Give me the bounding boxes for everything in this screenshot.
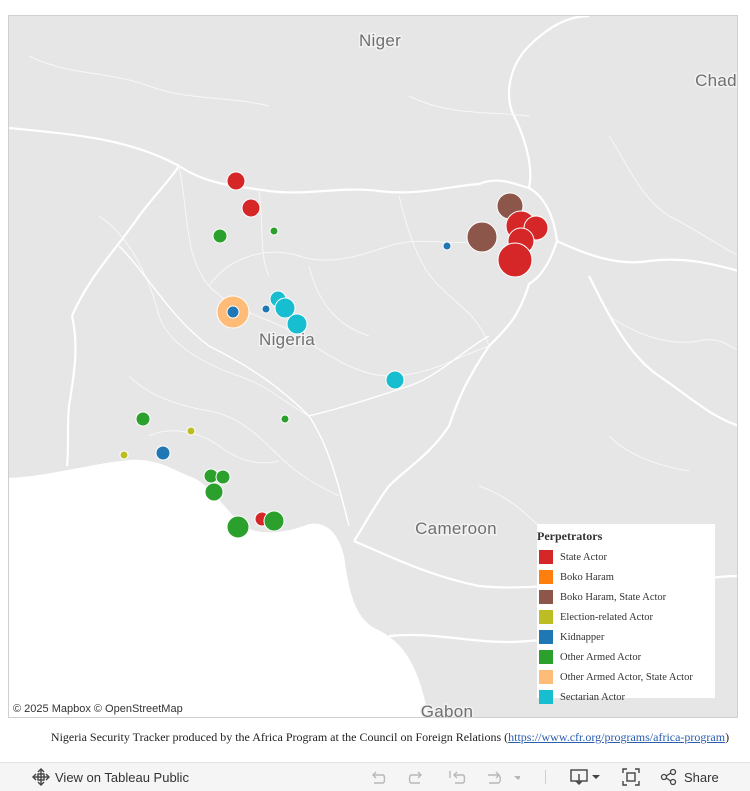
incident-marker[interactable] [155, 445, 171, 461]
caption-text: Nigeria Security Tracker produced by the… [50, 730, 509, 744]
incident-marker[interactable] [226, 305, 240, 319]
incident-marker[interactable] [280, 414, 290, 424]
incident-marker[interactable] [241, 198, 261, 218]
incident-marker[interactable] [286, 313, 308, 335]
incident-marker[interactable] [135, 411, 151, 427]
revert-button[interactable] [448, 767, 466, 787]
legend-item[interactable]: Election-related Actor [537, 607, 715, 627]
incident-marker[interactable] [204, 482, 224, 502]
download-button[interactable] [570, 767, 602, 787]
incident-marker[interactable] [263, 510, 285, 532]
redo-button[interactable] [408, 767, 426, 787]
legend-label: Other Armed Actor [560, 651, 642, 663]
incident-marker[interactable] [212, 228, 228, 244]
legend-item[interactable]: Boko Haram, State Actor [537, 587, 715, 607]
revert-icon [449, 771, 466, 784]
refresh-icon [488, 771, 520, 784]
legend-label: Other Armed Actor, State Actor [560, 671, 693, 683]
legend-title: Perpetrators [537, 529, 603, 543]
share-button[interactable]: Share [660, 767, 719, 787]
legend-swatch [539, 690, 553, 704]
incident-marker[interactable] [497, 242, 533, 278]
caption-close: ) [725, 730, 730, 744]
rivers [118, 245, 490, 527]
legend-swatch [539, 590, 553, 604]
incident-marker[interactable] [186, 426, 196, 436]
fullscreen-button[interactable] [622, 767, 640, 787]
country-label-cameroon: Cameroon [415, 519, 497, 538]
undo-button[interactable] [368, 767, 386, 787]
legend: Perpetrators State Actor Boko Haram Boko… [537, 524, 715, 704]
share-icon [660, 768, 677, 786]
incident-marker[interactable] [261, 304, 271, 314]
map-attribution[interactable]: © 2025 Mapbox © OpenStreetMap [13, 703, 183, 715]
country-label-gabon: Gabon [421, 702, 474, 718]
legend-swatch [539, 610, 553, 624]
refresh-button[interactable] [486, 767, 520, 787]
download-icon [570, 769, 600, 785]
legend-item[interactable]: Other Armed Actor, State Actor [537, 667, 715, 687]
legend-item[interactable]: Kidnapper [537, 627, 715, 647]
incident-marker[interactable] [215, 469, 231, 485]
country-labels: Niger Chad Nigeria Cameroon Gabon [258, 30, 737, 718]
undo-icon [372, 771, 386, 784]
tableau-toolbar: View on Tableau Public [0, 762, 750, 791]
incident-marker[interactable] [269, 226, 279, 236]
cfr-africa-program-link[interactable]: https://www.cfr.org/programs/africa-prog… [508, 730, 726, 744]
legend-label: Boko Haram [560, 571, 614, 583]
legend-label: Kidnapper [560, 631, 605, 643]
incident-marker[interactable] [119, 450, 129, 460]
legend-label: State Actor [560, 551, 607, 563]
legend-swatch [539, 630, 553, 644]
view-on-tableau-label: View on Tableau Public [55, 769, 189, 785]
legend-swatch [539, 650, 553, 664]
map-canvas[interactable]: Niger Chad Nigeria Cameroon Gabon [9, 16, 738, 718]
legend-item[interactable]: Sectarian Actor [537, 687, 715, 707]
legend-label: Election-related Actor [560, 611, 653, 623]
redo-icon [408, 771, 422, 784]
share-label: Share [684, 769, 719, 785]
sea [9, 459, 429, 717]
country-label-niger: Niger [359, 31, 401, 50]
view-on-tableau-button[interactable]: View on Tableau Public [32, 767, 189, 787]
legend-swatch [539, 570, 553, 584]
incident-marker[interactable] [466, 221, 498, 253]
country-label-nigeria: Nigeria [259, 330, 315, 349]
incident-marker[interactable] [442, 241, 452, 251]
incident-marker[interactable] [226, 515, 250, 539]
incident-markers[interactable] [119, 171, 549, 539]
move-icon [32, 768, 50, 786]
caption: Nigeria Security Tracker produced by the… [0, 730, 750, 745]
incident-marker[interactable] [274, 297, 296, 319]
incident-marker[interactable] [385, 370, 405, 390]
legend-swatch [539, 670, 553, 684]
country-label-chad: Chad [695, 71, 737, 90]
map-view[interactable]: Niger Chad Nigeria Cameroon Gabon © 2025… [8, 15, 738, 718]
fullscreen-icon [622, 768, 640, 786]
legend-label: Sectarian Actor [560, 691, 626, 703]
legend-item[interactable]: Boko Haram [537, 567, 715, 587]
legend-item[interactable]: Other Armed Actor [537, 647, 715, 667]
legend-swatch [539, 550, 553, 564]
incident-marker[interactable] [226, 171, 246, 191]
toolbar-divider [545, 770, 546, 784]
legend-label: Boko Haram, State Actor [560, 591, 667, 603]
legend-item[interactable]: State Actor [537, 547, 715, 567]
